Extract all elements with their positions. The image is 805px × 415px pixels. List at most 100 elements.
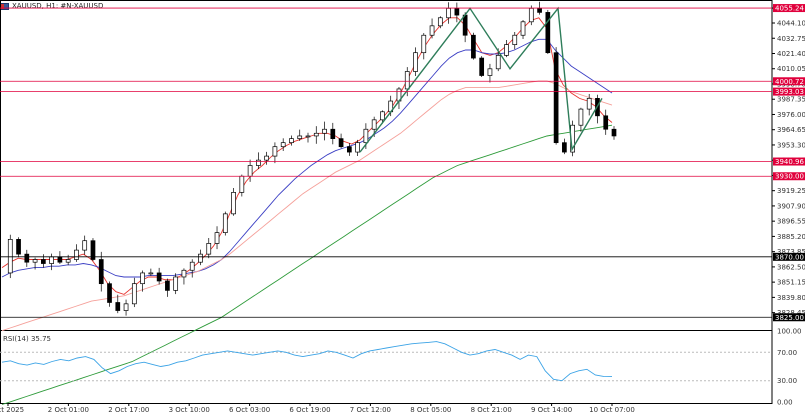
candle-body (454, 8, 460, 16)
candle-body (272, 146, 278, 157)
candle-body (297, 135, 303, 139)
candle-body (429, 25, 435, 36)
y-tick-label: 3839.80 (777, 294, 805, 302)
level-tag-label: 3825.00 (775, 314, 804, 322)
rsi-tick-label: 30.00 (777, 377, 797, 385)
candle-body (545, 12, 551, 54)
candle-body (363, 128, 369, 144)
y-tick-label: 3976.00 (777, 111, 805, 119)
candle-body (586, 98, 592, 110)
candle-body (206, 243, 212, 255)
candle-body (165, 280, 170, 291)
candle-body (495, 55, 501, 70)
candle-body (231, 192, 236, 215)
y-tick-label: 3885.20 (777, 233, 805, 241)
candle-body (322, 128, 327, 134)
x-tick-label: 9 Oct 14:00 (531, 406, 572, 414)
rsi-tick-label: 70.00 (777, 349, 797, 357)
y-tick-label: 3862.50 (777, 263, 805, 271)
level-tag-label: 3870.00 (775, 253, 804, 261)
candle-body (347, 146, 352, 153)
level-tag-label: 4055.24 (775, 5, 804, 13)
level-tag (773, 313, 805, 322)
candle-body (123, 303, 129, 311)
candle-body (512, 34, 518, 45)
x-tick-label: 2 Oct 17:00 (108, 406, 149, 414)
candle-body (41, 259, 46, 264)
level-tag-label: 4000.72 (775, 78, 804, 86)
candle-body (562, 142, 567, 153)
candle-body (380, 111, 385, 121)
candle-body (24, 253, 30, 263)
candle-body (7, 239, 13, 274)
candle-body (107, 283, 112, 303)
candle-body (131, 283, 137, 305)
candle-body (404, 71, 410, 90)
y-tick-label: 3851.15 (777, 279, 805, 287)
candle-body (222, 213, 228, 233)
candle-body (280, 142, 286, 148)
candle-body (528, 8, 534, 23)
candle-body (198, 253, 203, 263)
candle-body (16, 239, 21, 255)
y-tick-label: 4044.10 (777, 20, 805, 28)
level-tag (773, 4, 805, 13)
candle-body (65, 259, 71, 263)
candle-body (313, 132, 319, 137)
candle-body (173, 276, 179, 291)
candle-body (603, 115, 609, 130)
y-tick-label: 3907.90 (777, 202, 805, 210)
level-tag-label: 3940.96 (775, 158, 804, 166)
candle-body (82, 240, 88, 251)
y-tick-label: 3953.30 (777, 141, 805, 149)
candle-body (355, 142, 360, 153)
candle-body (189, 261, 195, 271)
candle-body (98, 259, 104, 285)
level-tag (773, 172, 805, 181)
level-tag-label: 3993.03 (775, 88, 804, 96)
y-tick-label: 3828.45 (777, 309, 805, 317)
candle-body (462, 14, 468, 36)
candle-body (330, 128, 336, 139)
level-tag (773, 157, 805, 166)
y-tick-label: 3896.55 (777, 218, 805, 226)
zigzag-line (359, 6, 603, 153)
y-tick-label: 3919.25 (777, 187, 805, 195)
candle-body (479, 57, 485, 76)
candle-body (264, 155, 269, 161)
rsi-tick-label: 0.00 (777, 399, 793, 407)
candle-body (49, 256, 54, 264)
candle-body (57, 256, 63, 263)
candle-body (578, 108, 584, 126)
x-tick-label: 8 Oct 05:00 (410, 406, 451, 414)
candle-body (520, 21, 526, 36)
level-tag (773, 252, 805, 261)
y-tick-label: 4021.40 (777, 50, 805, 58)
x-tick-label: 10 Oct 07:00 (589, 406, 635, 414)
candle-body (413, 52, 418, 72)
x-tick-label: 6 Oct 03:00 (229, 406, 270, 414)
y-tick-label: 4032.75 (777, 35, 805, 43)
rsi-label: RSI(14) 35.75 (3, 335, 51, 343)
candle-body (239, 175, 245, 193)
y-tick-label: 3987.35 (777, 96, 805, 104)
candle-body (371, 119, 377, 130)
rsi-line (1, 341, 613, 382)
candle-body (504, 44, 509, 56)
symbol-label: XAUUSD, H1: #N-XAUUSD (12, 2, 104, 10)
x-tick-label: 2 Oct 01:00 (48, 406, 89, 414)
candle-body (446, 8, 451, 19)
level-tag-label: 3930.00 (775, 173, 804, 181)
candle-body (90, 240, 96, 260)
candle-body (256, 159, 261, 166)
x-tick-label: 8 Oct 21:00 (471, 406, 512, 414)
candle-body (148, 272, 154, 275)
y-tick-label: 3964.65 (777, 126, 805, 134)
candle-body (487, 68, 493, 76)
candle-body (289, 138, 294, 144)
moving-average-line (1, 80, 613, 332)
candle-body (115, 302, 121, 311)
x-tick-label: Oct 2025 (0, 406, 24, 414)
candle-body (140, 272, 145, 285)
